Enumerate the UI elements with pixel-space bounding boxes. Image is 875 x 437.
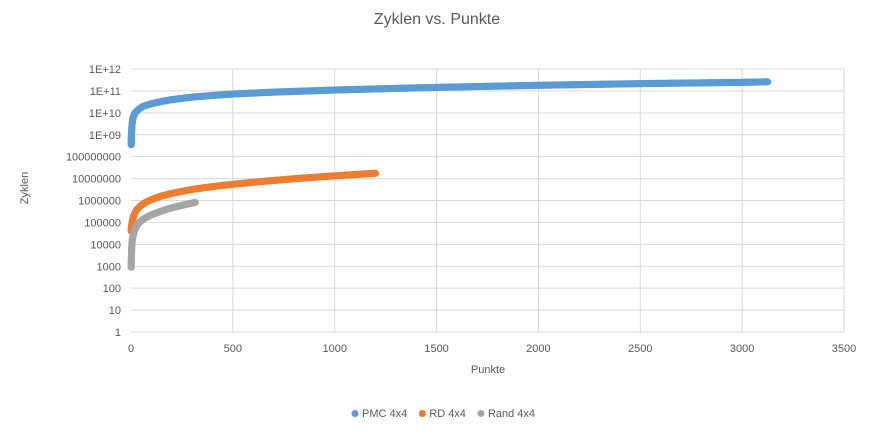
chart-title: Zyklen vs. Punkte [374, 11, 500, 28]
grid-lines [131, 68, 845, 332]
data-point [191, 198, 199, 206]
y-tick-label: 10000000 [72, 174, 121, 186]
legend-marker [418, 410, 426, 417]
y-tick-label: 1E+12 [89, 64, 121, 76]
x-tick-label: 2500 [628, 343, 652, 355]
legend-label: Rand 4x4 [488, 408, 535, 420]
y-axis-ticks: 1 10 100 1000 10000 100000 1000000 10000000 1000… [66, 64, 121, 339]
y-tick-label: 1E+10 [89, 108, 121, 120]
y-tick-label: 1E+09 [89, 130, 121, 142]
data-point [371, 169, 380, 177]
legend-label: RD 4x4 [429, 408, 466, 420]
legend-marker [477, 410, 485, 417]
x-tick-label: 1000 [322, 343, 346, 355]
x-tick-label: 500 [224, 343, 242, 355]
legend: PMC 4x4 RD 4x4 Rand 4x4 [351, 408, 535, 420]
y-tick-label: 1E+11 [90, 86, 121, 98]
x-axis-title: Punkte [471, 364, 505, 376]
legend-label: PMC 4x4 [362, 408, 407, 420]
y-tick-label: 1 [115, 327, 121, 339]
y-tick-label: 100 [103, 283, 121, 295]
data-point [764, 78, 772, 86]
series-rd-4x4 [127, 169, 380, 235]
x-tick-label: 2000 [526, 343, 550, 355]
legend-item: Rand 4x4 [477, 408, 535, 420]
y-tick-label: 10 [109, 305, 121, 317]
x-tick-label: 1500 [424, 343, 448, 355]
y-tick-label: 100000 [84, 217, 121, 229]
x-tick-label: 3000 [730, 343, 754, 355]
legend-item: PMC 4x4 [351, 408, 407, 420]
data-points [127, 78, 772, 271]
y-tick-label: 1000000 [78, 196, 121, 208]
y-axis-title: Zyklen [19, 172, 31, 204]
y-tick-label: 1000 [97, 261, 121, 273]
series-pmc-4x4 [127, 78, 772, 149]
y-tick-label: 100000000 [66, 152, 121, 164]
x-tick-label: 3500 [832, 343, 856, 355]
series-rand-4x4 [127, 198, 199, 271]
y-tick-label: 10000 [90, 239, 121, 251]
x-tick-label: 0 [128, 343, 134, 355]
legend-marker [351, 410, 359, 417]
x-axis-ticks: 0 500 1000 1500 2000 2500 3000 3500 [128, 343, 856, 355]
legend-item: RD 4x4 [418, 408, 466, 420]
